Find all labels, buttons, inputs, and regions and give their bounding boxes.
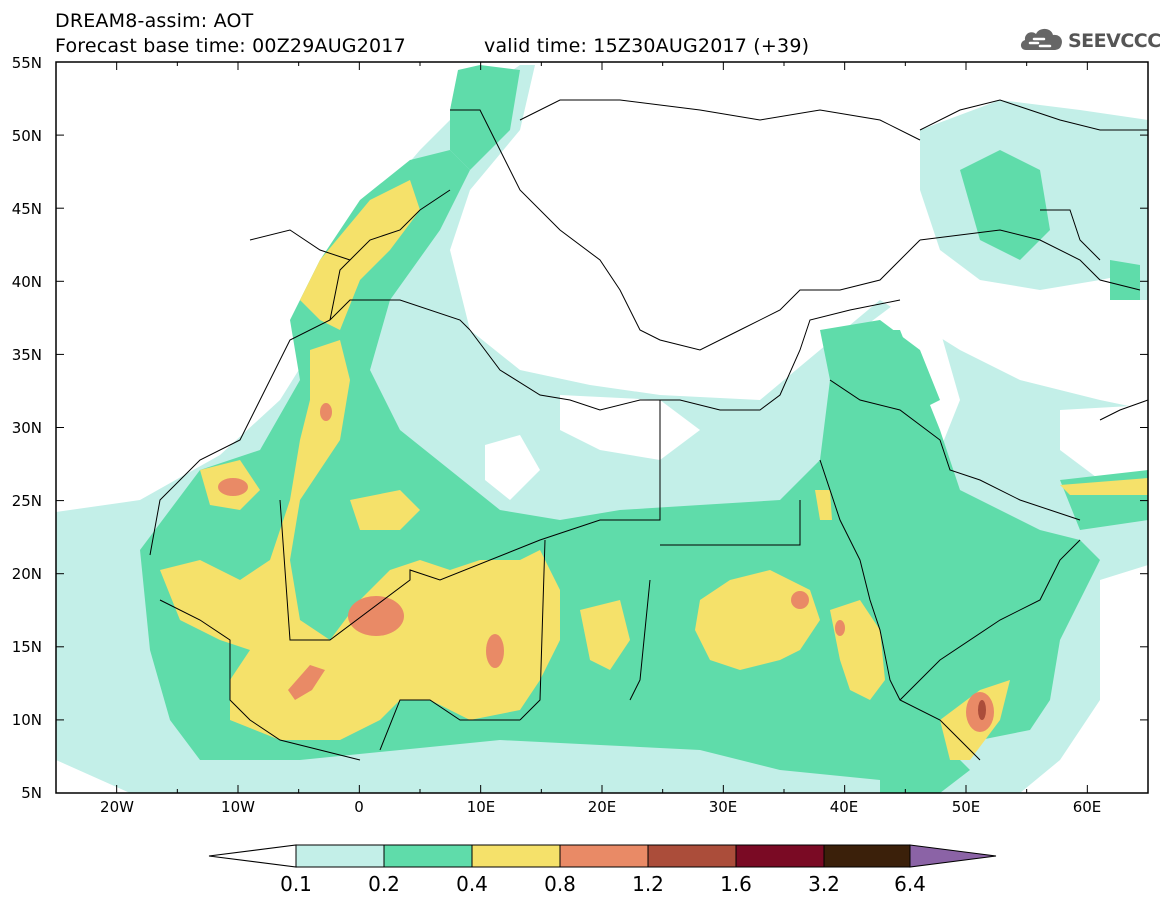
- colorbar-under-arrow: [208, 844, 297, 868]
- colorbar-swatch-6: [735, 844, 825, 868]
- lon-label: 10E: [466, 798, 496, 816]
- colorbar-label: 3.2: [808, 872, 840, 896]
- colorbar-label: 0.4: [456, 872, 488, 896]
- aot-band-1.2: [978, 700, 986, 720]
- lon-label: 10W: [221, 798, 255, 816]
- lat-label: 25N: [11, 492, 42, 510]
- colorbar-label: 0.2: [368, 872, 400, 896]
- forecast-base-time: Forecast base time: 00Z29AUG2017: [55, 35, 406, 57]
- aot-fields: [56, 65, 1148, 793]
- colorbar-over-arrow: [909, 844, 997, 868]
- map-title: DREAM8-assim: AOT: [55, 10, 254, 32]
- lon-label: 60E: [1072, 798, 1102, 816]
- lat-label: 50N: [11, 127, 42, 145]
- colorbar-label: 1.2: [632, 872, 664, 896]
- lat-label: 20N: [11, 565, 42, 583]
- colorbar-swatch-4: [559, 844, 649, 868]
- colorbar-label: 0.8: [544, 872, 576, 896]
- seevccc-logo-text: SEEVCCC: [1068, 30, 1161, 52]
- lon-label: 50E: [951, 798, 981, 816]
- aot-band-0.4: [160, 180, 1148, 760]
- lat-label: 30N: [11, 419, 42, 437]
- lon-label: 20W: [100, 798, 134, 816]
- country-borders: [149, 99, 1148, 761]
- colorbar-label: 1.6: [720, 872, 752, 896]
- colorbar-label: 6.4: [894, 872, 926, 896]
- lon-label: 40E: [829, 798, 859, 816]
- cloud-icon: [1020, 28, 1063, 50]
- lat-label: 15N: [11, 638, 42, 656]
- colorbar-label: 0.1: [280, 872, 312, 896]
- lat-label: 40N: [11, 273, 42, 291]
- lat-label: 10N: [11, 711, 42, 729]
- colorbar-swatch-1: [295, 844, 385, 868]
- colorbar-swatch-7: [823, 844, 911, 868]
- lon-label: 0: [354, 798, 364, 816]
- colorbar-swatch-2: [383, 844, 473, 868]
- lat-label: 55N: [11, 54, 42, 72]
- colorbar-swatch-5: [647, 844, 737, 868]
- valid-time: valid time: 15Z30AUG2017 (+39): [484, 35, 810, 57]
- lon-label: 20E: [587, 798, 617, 816]
- lon-label: 30E: [708, 798, 738, 816]
- lat-label: 5N: [21, 784, 42, 802]
- lat-label: 45N: [11, 200, 42, 218]
- colorbar-swatch-3: [471, 844, 561, 868]
- colorbar: [208, 844, 997, 868]
- lat-label: 35N: [11, 346, 42, 364]
